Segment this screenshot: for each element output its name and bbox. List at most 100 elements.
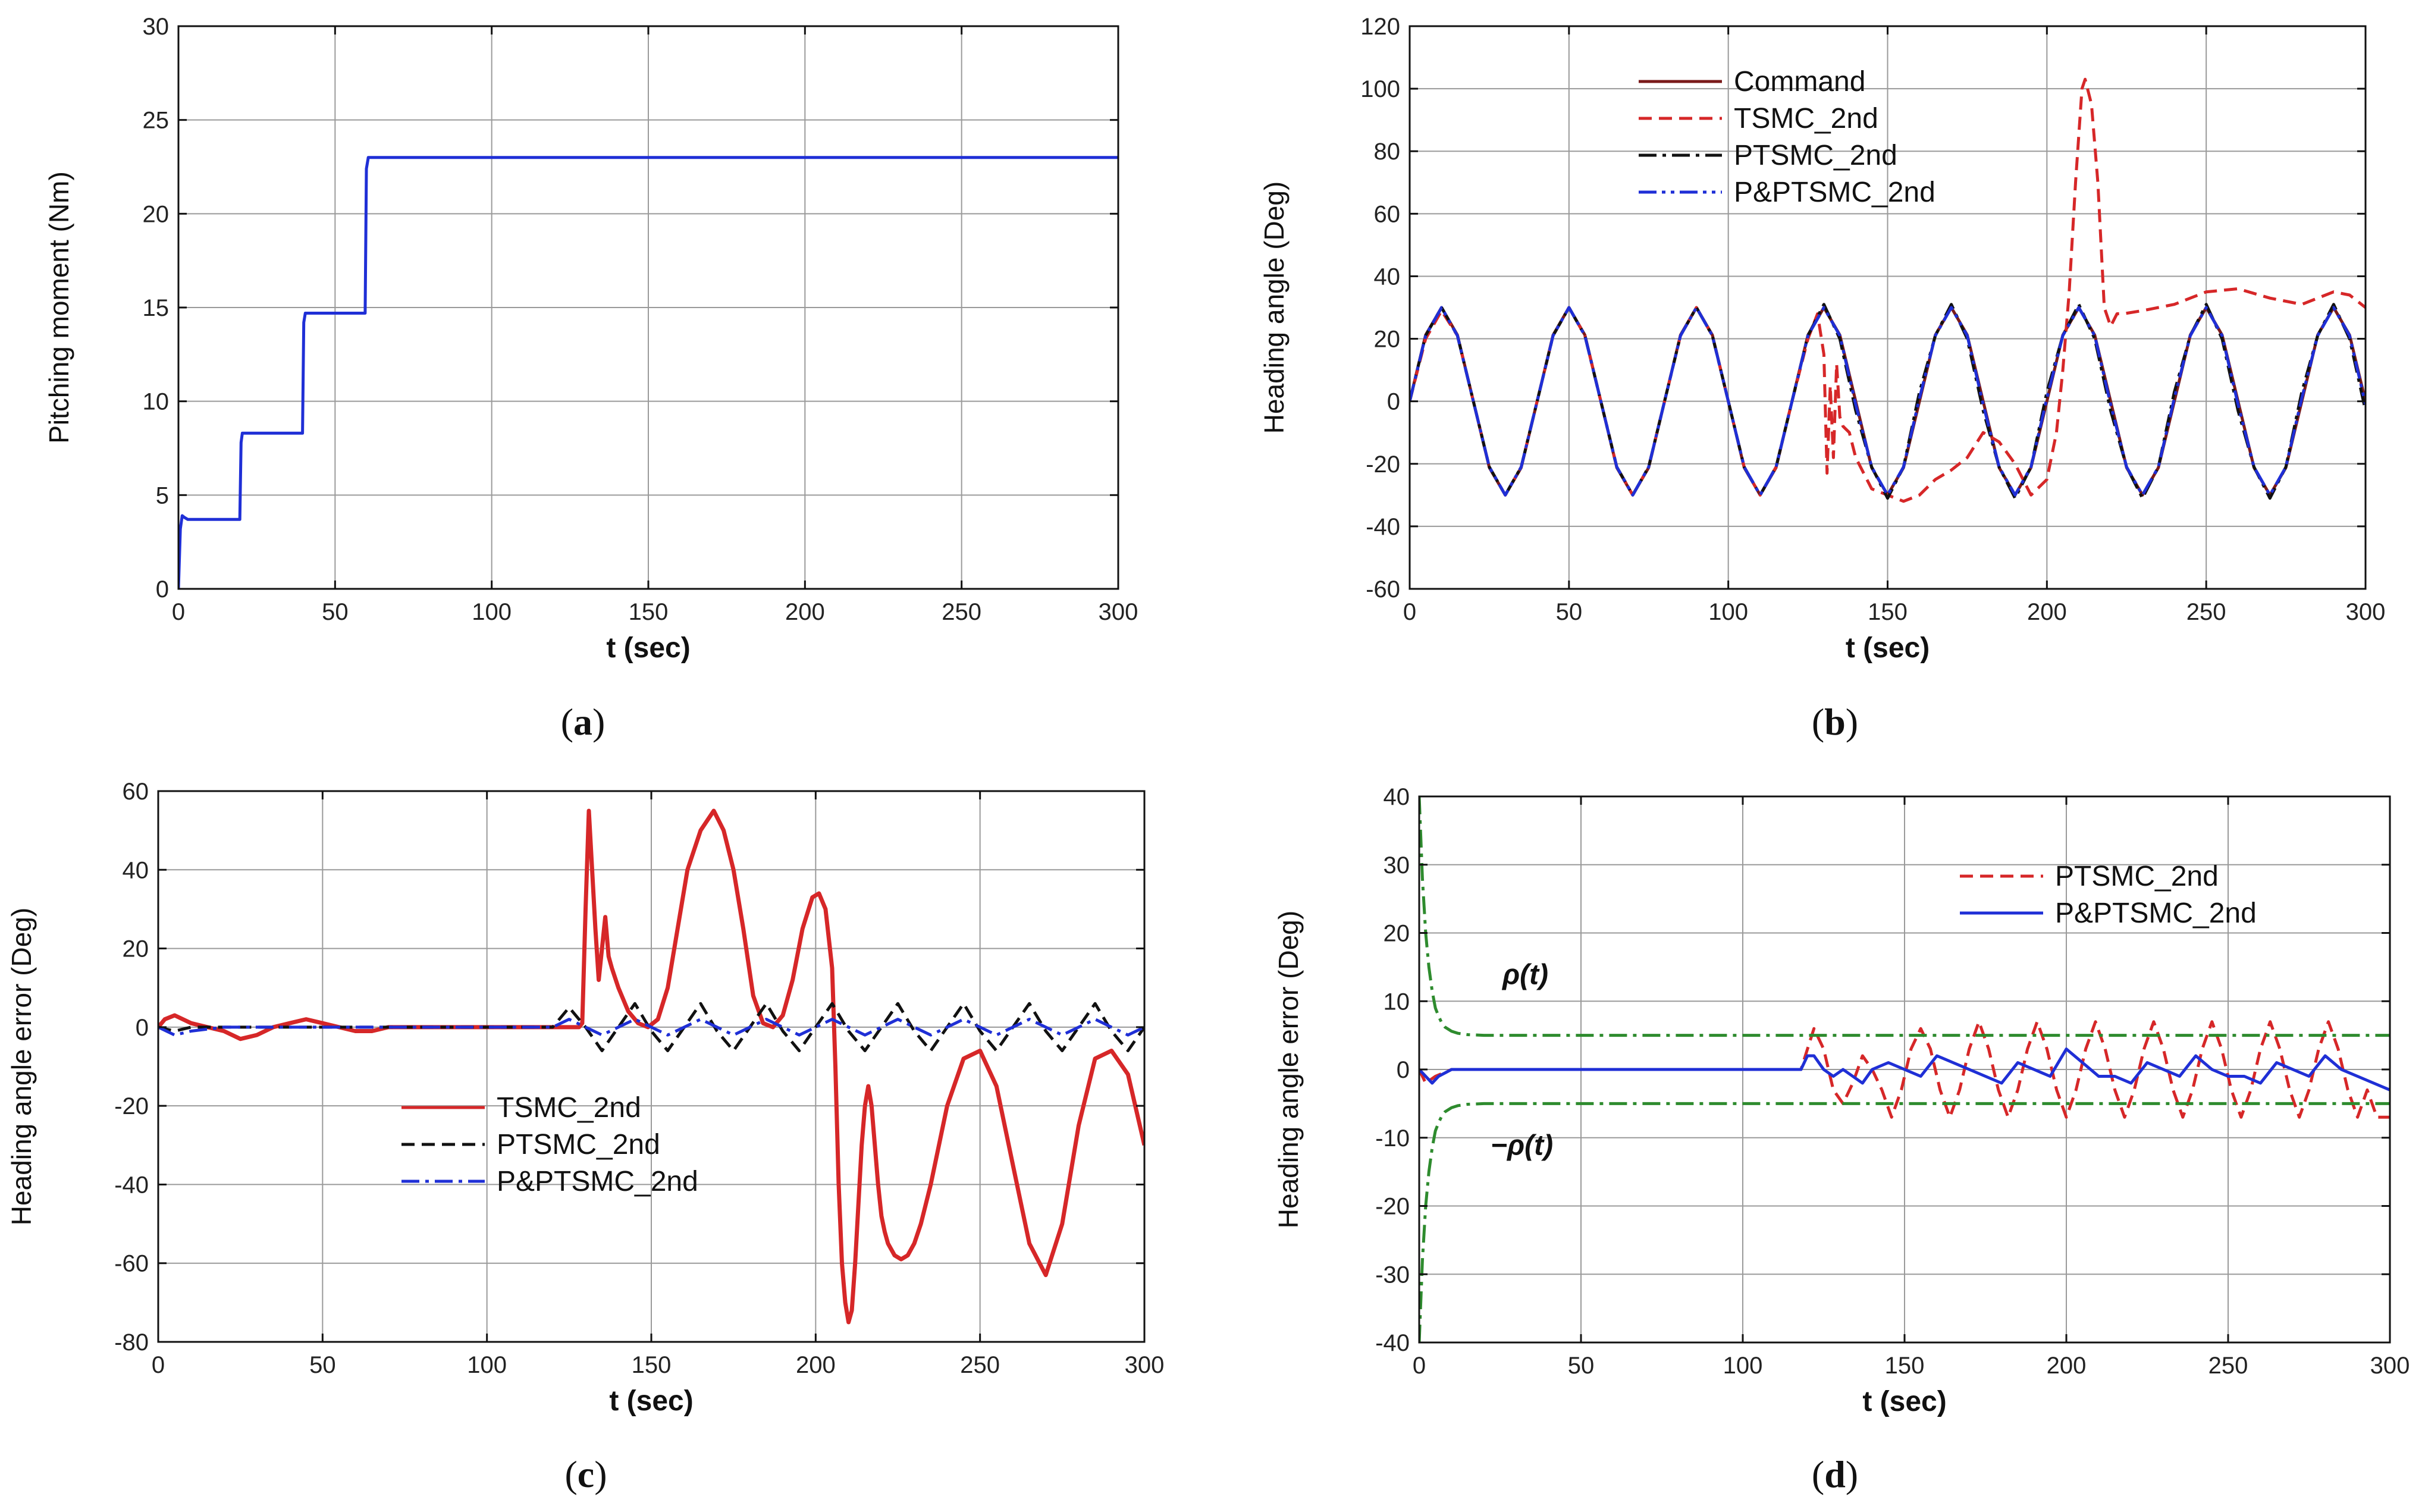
legend-entry: PTSMC_2nd [2055, 861, 2219, 892]
rho-lower-annotation: −ρ(t) [1491, 1130, 1553, 1161]
y-tick-label: -80 [114, 1329, 149, 1356]
series-line--t- [1419, 796, 2390, 1037]
x-tick-label: 150 [1868, 599, 1908, 625]
x-tick-label: 150 [632, 1352, 672, 1378]
legend-entry: TSMC_2nd [1734, 103, 1878, 134]
legend-entry: P&PTSMC_2nd [1734, 177, 1935, 208]
y-tick-label: 5 [156, 482, 169, 509]
y-tick-label: 20 [1374, 327, 1401, 353]
x-tick-label: 50 [322, 599, 349, 625]
legend-entry: P&PTSMC_2nd [497, 1166, 698, 1197]
x-tick-label: 300 [1099, 599, 1138, 625]
y-tick-label: -20 [114, 1093, 149, 1119]
x-tick-label: 0 [152, 1352, 165, 1378]
x-tick-label: 200 [796, 1352, 836, 1378]
y-tick-label: -40 [114, 1172, 149, 1198]
x-tick-label: 250 [2208, 1353, 2248, 1379]
series-line-p-ptsmc-2nd [1410, 306, 2366, 497]
y-tick-label: 0 [1387, 389, 1400, 415]
y-tick-label: -40 [1366, 514, 1400, 540]
y-tick-label: 15 [143, 295, 170, 321]
y-axis-label: Heading angle (Deg) [1259, 181, 1290, 434]
y-tick-label: -30 [1375, 1262, 1410, 1288]
y-tick-label: 25 [143, 108, 170, 134]
x-tick-label: 150 [629, 599, 669, 625]
x-tick-label: 100 [1708, 599, 1748, 625]
x-tick-label: 200 [2047, 1353, 2087, 1379]
y-tick-label: 0 [1397, 1057, 1410, 1083]
x-tick-label: 300 [1125, 1352, 1165, 1378]
y-tick-label: 60 [1374, 201, 1401, 227]
series-line--t- [1419, 1102, 2390, 1342]
y-tick-label: 30 [143, 14, 170, 40]
legend-entry: PTSMC_2nd [1734, 140, 1897, 171]
y-tick-label: -10 [1375, 1125, 1410, 1152]
panel-a: 0 50 100 150 200 250 300 0 5 10 15 20 25 30 t (sec) Pit… [43, 14, 1138, 743]
panel-d: 0 50 100 150 200 250 300 -40 -30 -20 -10 0 10 20 30 40 t… [1273, 784, 2410, 1495]
x-tick-label: 0 [172, 599, 185, 625]
y-tick-label: 20 [143, 201, 170, 227]
y-tick-label: -60 [1366, 576, 1400, 603]
y-tick-label: 0 [136, 1015, 149, 1041]
y-tick-label: 120 [1360, 14, 1400, 40]
y-tick-label: 100 [1360, 76, 1400, 102]
x-tick-label: 0 [1403, 599, 1416, 625]
x-tick-label: 50 [1556, 599, 1583, 625]
panel-b: 0 50 100 150 200 250 300 -60 -40 -20 0 20 40 60 80 100 1… [1259, 14, 2385, 743]
legend-entry: Command [1734, 66, 1865, 98]
y-tick-label: 60 [123, 779, 149, 805]
y-tick-label: -20 [1366, 451, 1400, 478]
series-line-pitching-moment [178, 156, 1118, 589]
y-tick-label: 10 [143, 389, 170, 415]
x-tick-label: 50 [309, 1352, 336, 1378]
x-axis-label: t (sec) [609, 1385, 693, 1417]
y-tick-label: -60 [114, 1251, 149, 1277]
y-tick-label: 10 [1384, 989, 1410, 1015]
x-tick-label: 100 [467, 1352, 507, 1378]
series-line-p-ptsmc-2nd [1419, 1047, 2390, 1091]
panel-c: 0 50 100 150 200 250 300 -80 -60 -40 -20 0 20 40 60 t (… [6, 779, 1164, 1495]
y-axis-label: Heading angle error (Deg) [6, 908, 37, 1225]
legend-entry: P&PTSMC_2nd [2055, 898, 2257, 929]
x-tick-label: 200 [785, 599, 825, 625]
x-tick-label: 0 [1413, 1353, 1426, 1379]
x-tick-label: 50 [1568, 1353, 1595, 1379]
y-tick-label: 40 [1384, 784, 1410, 810]
series-line-ptsmc-2nd [1410, 303, 2366, 500]
y-tick-label: 80 [1374, 139, 1401, 165]
series-line-ptsmc-2nd [1419, 1020, 2390, 1119]
x-axis-label: t (sec) [1846, 632, 1930, 664]
x-tick-label: 250 [942, 599, 981, 625]
panel-caption: (a) [561, 701, 606, 743]
y-tick-label: 20 [1384, 921, 1410, 947]
y-tick-label: 20 [123, 936, 149, 962]
y-axis-label: Heading angle error (Deg) [1273, 911, 1304, 1228]
y-axis-label: Pitching moment (Nm) [43, 171, 74, 444]
y-tick-label: 40 [123, 857, 149, 883]
x-axis-label: t (sec) [1862, 1386, 1946, 1417]
series-line-tsmc-2nd [1410, 77, 2366, 503]
x-tick-label: 150 [1885, 1353, 1925, 1379]
x-tick-label: 300 [2370, 1353, 2410, 1379]
x-tick-label: 250 [2186, 599, 2226, 625]
x-tick-label: 100 [1723, 1353, 1763, 1379]
x-axis-label: t (sec) [606, 632, 690, 664]
rho-upper-annotation: ρ(t) [1501, 959, 1548, 991]
x-tick-label: 250 [960, 1352, 1000, 1378]
y-tick-label: 40 [1374, 263, 1401, 290]
panel-caption: (c) [564, 1453, 607, 1495]
series-line-p-ptsmc-2nd [158, 1018, 1144, 1037]
x-tick-label: 200 [2027, 599, 2067, 625]
y-tick-label: 0 [156, 576, 169, 603]
panel-caption: (b) [1812, 701, 1858, 743]
y-tick-label: 30 [1384, 852, 1410, 879]
panel-caption: (d) [1812, 1453, 1858, 1495]
series-line-ptsmc-2nd [158, 1002, 1144, 1052]
legend-entry: TSMC_2nd [497, 1092, 641, 1124]
x-tick-label: 300 [2346, 599, 2386, 625]
y-tick-label: -40 [1375, 1330, 1410, 1356]
y-tick-label: -20 [1375, 1194, 1410, 1220]
x-tick-label: 100 [472, 599, 512, 625]
legend-entry: PTSMC_2nd [497, 1129, 660, 1160]
